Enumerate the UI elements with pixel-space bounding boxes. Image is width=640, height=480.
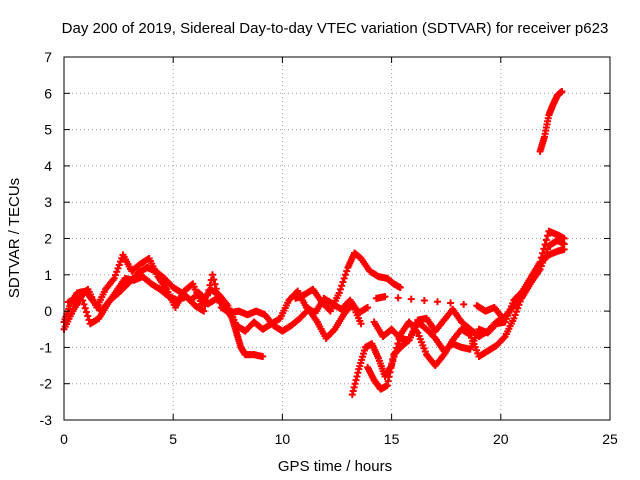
data-point (510, 314, 518, 322)
data-point (335, 289, 343, 297)
data-point (539, 259, 547, 267)
y-tick-label: 6 (44, 85, 52, 101)
ticks: 0 5 10 15 20 25 -3 -2 -1 0 1 2 3 4 5 6 7 (40, 49, 618, 447)
data-point (558, 87, 566, 95)
data-point (80, 300, 88, 308)
data-point (338, 282, 346, 290)
data-point (394, 340, 402, 348)
x-tick-label: 0 (60, 431, 68, 447)
data-point (407, 295, 415, 303)
y-tick-label: 1 (44, 267, 52, 283)
y-tick-label: -1 (40, 339, 53, 355)
x-axis-label: GPS time / hours (278, 458, 392, 475)
chart-title: Day 200 of 2019, Sidereal Day-to-day VTE… (62, 20, 609, 37)
y-axis-label: SDTVAR / TECUs (6, 178, 23, 298)
data-point (115, 261, 123, 269)
data-point (420, 296, 428, 304)
data-point (111, 271, 119, 279)
x-tick-label: 25 (602, 431, 618, 447)
data-point (364, 303, 372, 311)
data-point (536, 265, 544, 273)
y-tick-label: -3 (40, 412, 53, 428)
data-point (82, 308, 90, 316)
series-trace-8 (372, 293, 507, 322)
data-point (113, 268, 121, 276)
data-point (357, 320, 365, 328)
grid (64, 57, 610, 420)
series-trace-7 (370, 236, 568, 344)
y-tick-label: 2 (44, 231, 52, 247)
x-tick-label: 5 (169, 431, 177, 447)
data-point (394, 294, 402, 302)
data-point (211, 280, 219, 288)
data-point (542, 236, 550, 244)
data-point (511, 311, 519, 319)
data-point (433, 298, 441, 306)
x-tick-label: 15 (384, 431, 400, 447)
data-points (60, 87, 568, 399)
data-point (116, 258, 124, 266)
data-point (500, 334, 508, 342)
data-point (259, 352, 267, 360)
data-point (84, 312, 92, 320)
data-point (336, 285, 344, 293)
data-point (340, 274, 348, 282)
data-point (460, 300, 468, 308)
data-point (79, 296, 87, 304)
data-point (341, 271, 349, 279)
series-trace-9 (536, 87, 566, 155)
y-tick-label: -2 (40, 376, 53, 392)
data-point (499, 314, 507, 322)
data-point (540, 255, 548, 263)
data-point (447, 299, 455, 307)
data-point (339, 278, 347, 286)
data-point (514, 304, 522, 312)
data-point (81, 304, 89, 312)
data-point (210, 275, 218, 283)
y-tick-label: 5 (44, 122, 52, 138)
x-tick-label: 20 (493, 431, 509, 447)
data-point (110, 274, 118, 282)
x-tick-label: 10 (275, 431, 291, 447)
data-point (512, 308, 520, 316)
data-point (209, 271, 217, 279)
data-point (542, 249, 550, 257)
data-point (381, 293, 389, 301)
y-tick-label: 3 (44, 194, 52, 210)
data-point (200, 307, 208, 315)
data-point (396, 284, 404, 292)
y-tick-label: 4 (44, 158, 52, 174)
data-point (544, 245, 552, 253)
data-point (537, 262, 545, 270)
y-tick-label: 0 (44, 303, 52, 319)
data-point (560, 240, 568, 248)
data-point (544, 232, 552, 240)
data-point (114, 264, 122, 272)
data-point (343, 267, 351, 275)
data-point (541, 252, 549, 260)
series-trace-4 (292, 249, 404, 315)
y-tick-label: 7 (44, 49, 52, 65)
